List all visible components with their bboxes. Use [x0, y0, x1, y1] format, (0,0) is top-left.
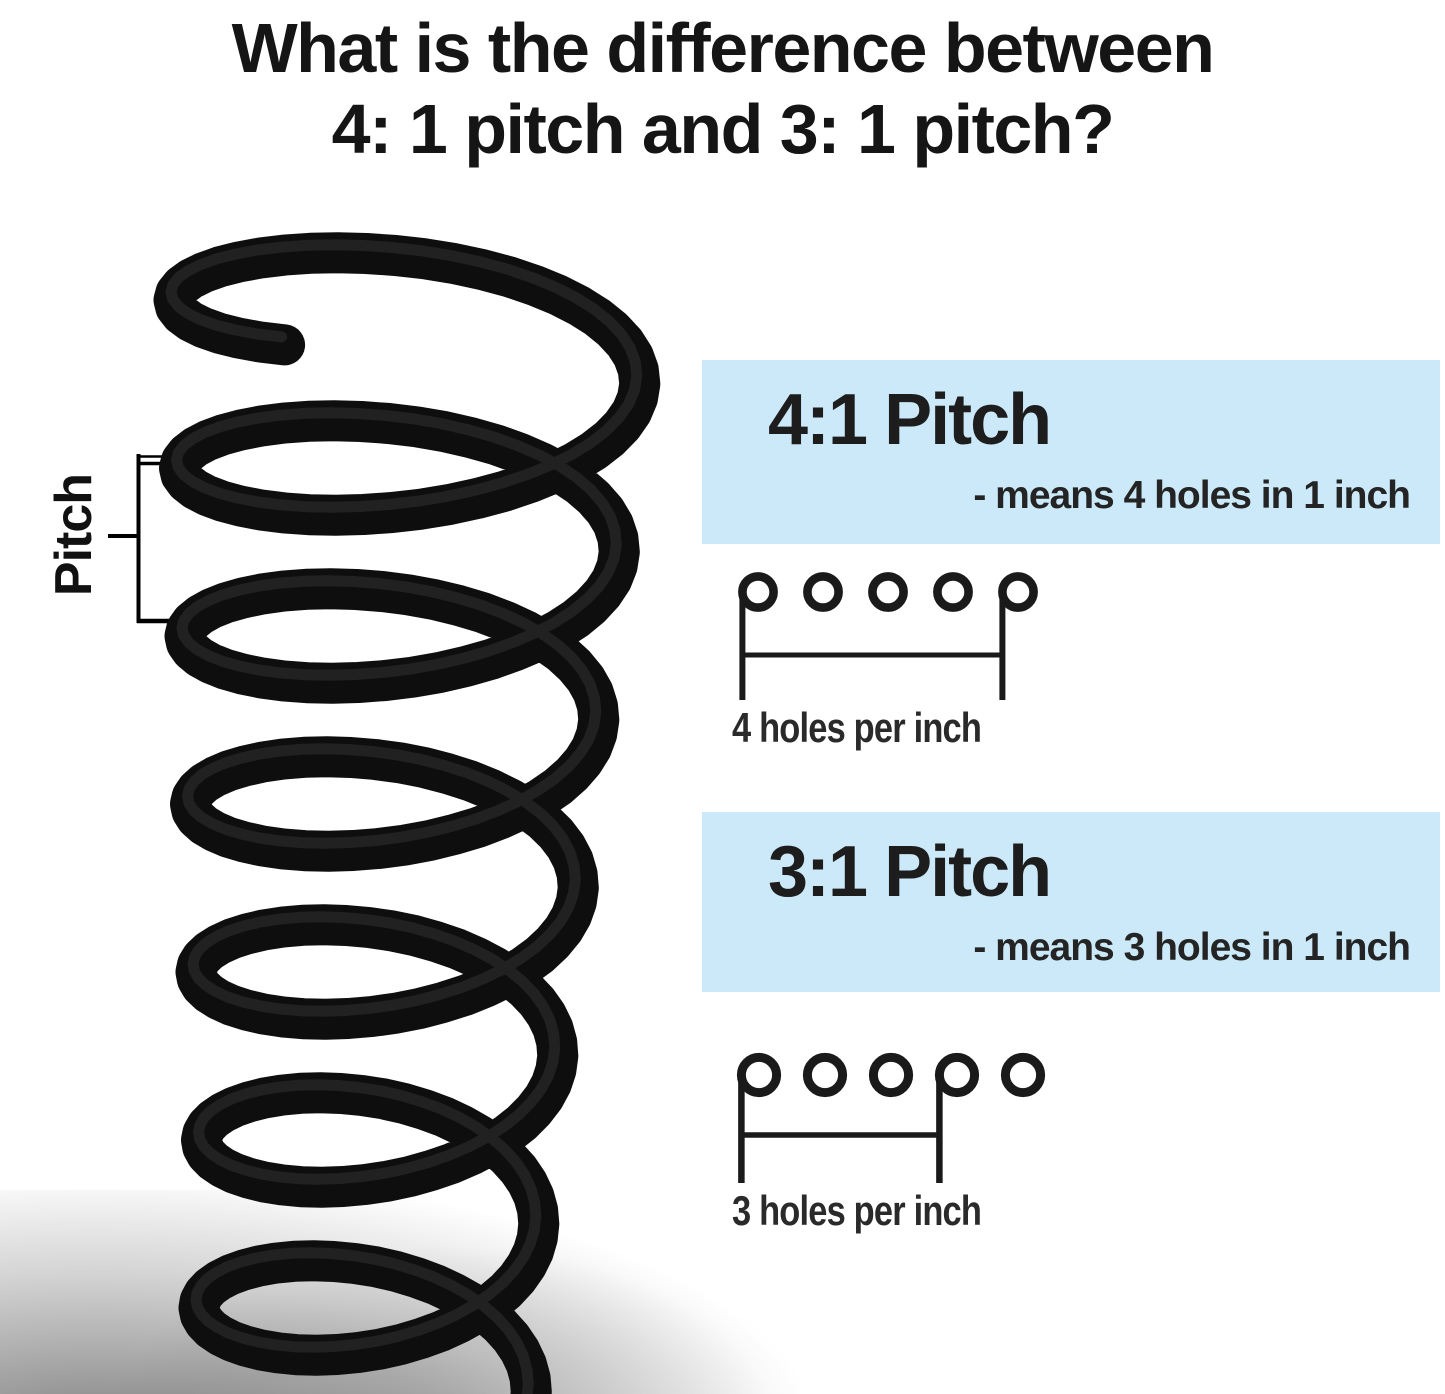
holes-caption-4-1: 4 holes per inch [732, 704, 982, 751]
holes-caption-3-1: 3 holes per inch [732, 1187, 982, 1234]
title-line-1: What is the difference between [231, 9, 1215, 87]
page-title: What is the difference between 4: 1 pitc… [0, 8, 1445, 170]
hole-circle [868, 1052, 914, 1098]
hole-circle [803, 572, 843, 612]
hole-circle [934, 1052, 980, 1098]
pitch-label: Pitch [45, 473, 104, 597]
hole-circle [933, 572, 973, 612]
panel-subtitle-3-1: - means 3 holes in 1 inch [973, 926, 1411, 969]
hole-circle [738, 572, 778, 612]
panel-heading-3-1: 3:1 Pitch [768, 832, 1052, 912]
hole-circle [736, 1052, 782, 1098]
pitch-4-1-panel: 4:1 Pitch - means 4 holes in 1 inch [702, 360, 1440, 544]
panel-subtitle-4-1: - means 4 holes in 1 inch [973, 474, 1411, 517]
panel-heading-4-1: 4:1 Pitch [768, 380, 1052, 460]
coil-shadow [0, 1190, 800, 1394]
title-line-2: 4: 1 pitch and 3: 1 pitch? [331, 90, 1115, 169]
hole-circle [802, 1052, 848, 1098]
hole-circle [998, 572, 1038, 612]
hole-circle [868, 572, 908, 612]
pitch-3-1-panel: 3:1 Pitch - means 3 holes in 1 inch [702, 812, 1440, 992]
hole-circle [1000, 1052, 1046, 1098]
